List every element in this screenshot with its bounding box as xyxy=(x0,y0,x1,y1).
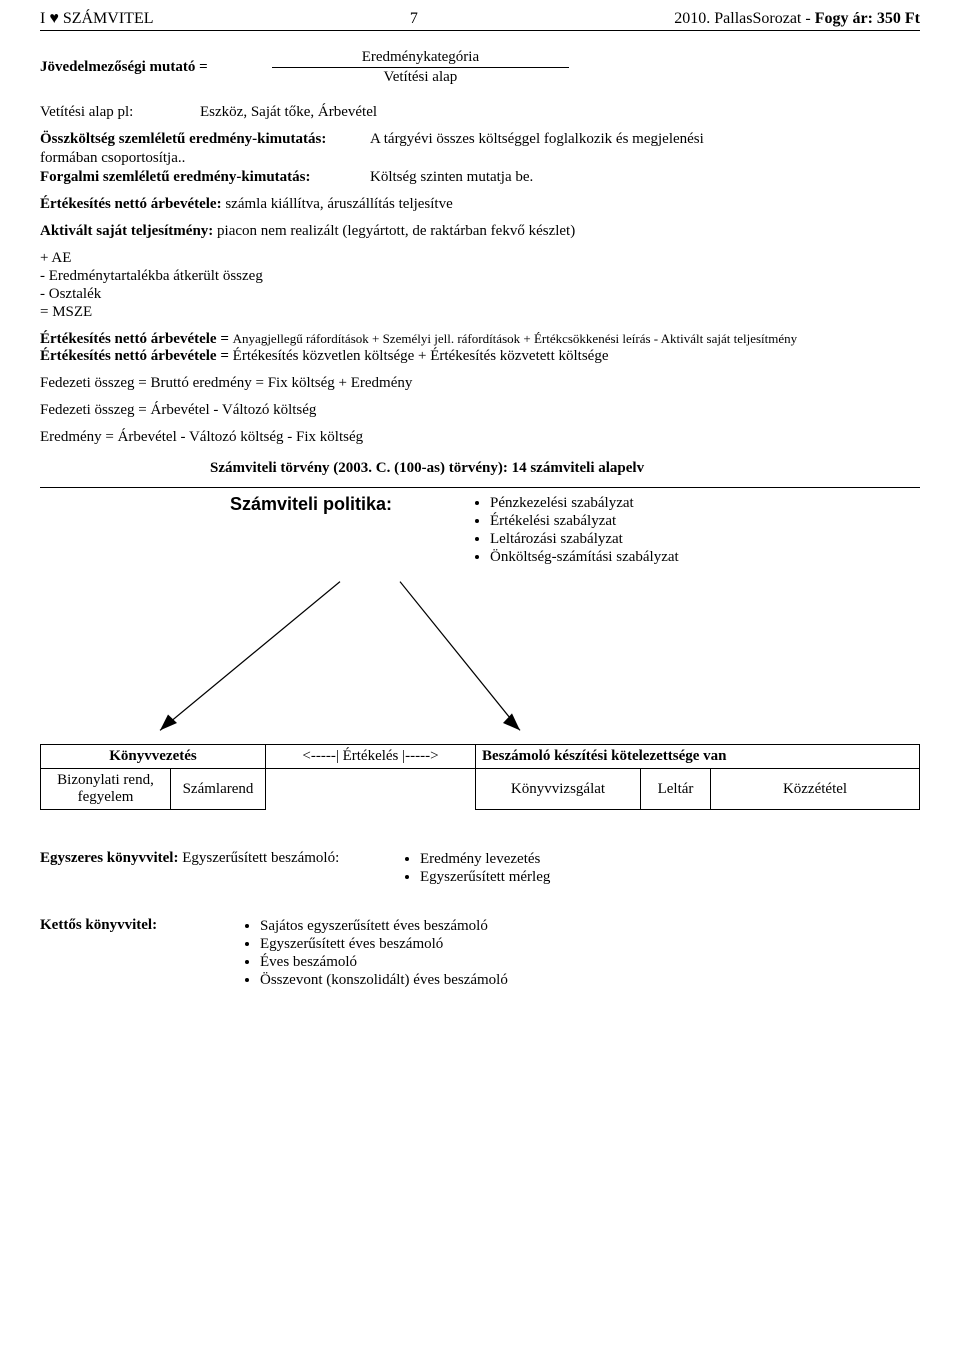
cell-kozzetetel: Közzététel xyxy=(711,769,920,810)
page-container: I ♥ SZÁMVITEL 7 2010. PallasSorozat - Fo… xyxy=(0,0,960,1036)
net-sales-text: számla kiállítva, áruszállítás teljesítv… xyxy=(222,196,453,212)
header-left: I ♥ SZÁMVITEL xyxy=(40,10,153,28)
profitability-formula: Jövedelmezőségi mutató = Eredménykategór… xyxy=(40,49,920,86)
arrow-head-right xyxy=(503,713,520,730)
cell-ertekeles: <-----| Értékelés |-----> xyxy=(266,745,476,769)
activated-bold: Aktivált saját teljesítmény: xyxy=(40,223,213,239)
mini-line2: Értékesítés nettó árbevétele = Értékesít… xyxy=(40,348,920,365)
formula-denominator: Vetítési alap xyxy=(272,68,569,86)
double-entry-item-0: Sajátos egyszerűsített éves beszámoló xyxy=(260,918,920,935)
cell-beszamolo-text: Beszámoló készítési kötelezettsége van xyxy=(482,748,727,764)
table-row: Bizonylati rend, fegyelem Számlarend Kön… xyxy=(41,769,920,810)
header-right: 2010. PallasSorozat - Fogy ár: 350 Ft xyxy=(674,10,920,28)
cell-empty xyxy=(266,769,476,810)
double-entry-item-1: Egyszerűsített éves beszámoló xyxy=(260,936,920,953)
arrow-line-right xyxy=(400,582,520,731)
cell-bizonylati: Bizonylati rend, fegyelem xyxy=(41,769,171,810)
activated-own-performance-line: Aktivált saját teljesítmény: piacon nem … xyxy=(40,223,920,240)
turnover-cost-label: Forgalmi szemléletű eredmény-kimutatás: xyxy=(40,169,311,185)
policy-list: Pénzkezelési szabályzat Értékelési szabá… xyxy=(470,494,920,567)
mini-line1-rest: Anyagjellegű ráfordítások + Személyi jel… xyxy=(233,331,797,346)
calc-block: + AE - Eredménytartalékba átkerült össze… xyxy=(40,250,920,321)
cell-konyvvizsgalat: Könyvvizsgálat xyxy=(476,769,641,810)
projection-base-value: Eszköz, Saját tőke, Árbevétel xyxy=(200,104,920,121)
policy-item-1: Értékelési szabályzat xyxy=(490,513,920,530)
single-entry-item-1: Egyszerűsített mérleg xyxy=(420,869,920,886)
cell-leltar: Leltár xyxy=(641,769,711,810)
eq1: Fedezeti összeg = Bruttó eredmény = Fix … xyxy=(40,375,920,392)
page-number: 7 xyxy=(153,10,674,28)
calc-line-1: - Eredménytartalékba átkerült összeg xyxy=(40,268,920,285)
projection-base-row: Vetítési alap pl: Eszköz, Saját tőke, Ár… xyxy=(40,104,920,121)
double-entry-items: Sajátos egyszerűsített éves beszámoló Eg… xyxy=(240,917,920,990)
table-row: Könyvvezetés <-----| Értékelés |-----> B… xyxy=(41,745,920,769)
eq2: Fedezeti összeg = Árbevétel - Változó kö… xyxy=(40,402,920,419)
cell-szamlarend: Számlarend xyxy=(171,769,266,810)
mini-line1: Értékesítés nettó árbevétele = Anyagjell… xyxy=(40,331,920,348)
policy-arrows-diagram xyxy=(40,571,920,741)
policy-title: Számviteli politika: xyxy=(40,494,470,515)
header-right-prefix: 2010. PallasSorozat - xyxy=(674,10,814,27)
policy-header-row: Számviteli politika: Pénzkezelési szabál… xyxy=(40,494,920,567)
double-entry-item-3: Összevont (konszolidált) éves beszámoló xyxy=(260,972,920,989)
cell-konyvvezetes-text: Könyvvezetés xyxy=(109,748,196,764)
single-entry-bold: Egyszeres könyvvitel: xyxy=(40,850,182,866)
total-cost-text-part1: A tárgyévi összes költséggel foglalkozik… xyxy=(370,131,920,148)
policy-item-2: Leltározási szabályzat xyxy=(490,531,920,548)
net-sales-revenue-line: Értékesítés nettó árbevétele: számla kiá… xyxy=(40,196,920,213)
single-entry-label: Egyszeres könyvvitel: Egyszerűsített bes… xyxy=(40,850,400,867)
single-entry-items: Eredmény levezetés Egyszerűsített mérleg xyxy=(400,850,920,887)
eq3: Eredmény = Árbevétel - Változó költség -… xyxy=(40,429,920,446)
mini-line1-bold: Értékesítés nettó árbevétele = xyxy=(40,331,233,347)
cell-beszamolo: Beszámoló készítési kötelezettsége van xyxy=(476,745,920,769)
single-entry-section: Egyszeres könyvvitel: Egyszerűsített bes… xyxy=(40,850,920,887)
total-cost-paragraph: Összköltség szemléletű eredmény-kimutatá… xyxy=(40,131,920,186)
formula-label: Jövedelmezőségi mutató = xyxy=(40,59,208,76)
single-entry-item-0: Eredmény levezetés xyxy=(420,851,920,868)
total-cost-text-part2: formában csoportosítja.. xyxy=(40,150,920,167)
single-entry-sub: Egyszerűsített beszámoló: xyxy=(182,850,339,866)
header-right-bold: Fogy ár: 350 Ft xyxy=(815,10,920,27)
double-entry-label: Kettős könyvvitel: xyxy=(40,917,240,934)
policy-item-3: Önköltség-számítási szabályzat xyxy=(490,549,920,566)
page-header: I ♥ SZÁMVITEL 7 2010. PallasSorozat - Fo… xyxy=(40,10,920,31)
net-sales-bold: Értékesítés nettó árbevétele: xyxy=(40,196,222,212)
mini-formulas: Értékesítés nettó árbevétele = Anyagjell… xyxy=(40,331,920,365)
arrow-head-left xyxy=(160,714,177,730)
arrow-line-left xyxy=(160,582,340,731)
mini-line2-rest: Értékesítés közvetlen költsége + Értékes… xyxy=(233,348,609,364)
projection-base-label: Vetítési alap pl: xyxy=(40,104,200,121)
turnover-cost-text: Költség szinten mutatja be. xyxy=(370,169,920,186)
accounting-policy-section: Számviteli politika: Pénzkezelési szabál… xyxy=(40,487,920,810)
calc-line-0: + AE xyxy=(40,250,920,267)
activated-text: piacon nem realizált (legyártott, de rak… xyxy=(213,223,575,239)
double-entry-item-2: Éves beszámoló xyxy=(260,954,920,971)
cell-konyvvezetes: Könyvvezetés xyxy=(41,745,266,769)
bookkeeping-table: Könyvvezetés <-----| Értékelés |-----> B… xyxy=(40,744,920,810)
double-entry-section: Kettős könyvvitel: Sajátos egyszerűsítet… xyxy=(40,917,920,990)
formula-fraction: Eredménykategória Vetítési alap xyxy=(272,49,569,86)
formula-numerator: Eredménykategória xyxy=(272,49,569,68)
total-cost-label: Összköltség szemléletű eredmény-kimutatá… xyxy=(40,131,326,147)
calc-line-2: - Osztalék xyxy=(40,286,920,303)
accounting-law-title: Számviteli törvény (2003. C. (100-as) tö… xyxy=(40,460,920,477)
mini-line2-bold: Értékesítés nettó árbevétele = xyxy=(40,348,233,364)
policy-item-0: Pénzkezelési szabályzat xyxy=(490,495,920,512)
calc-line-3: = MSZE xyxy=(40,304,920,321)
